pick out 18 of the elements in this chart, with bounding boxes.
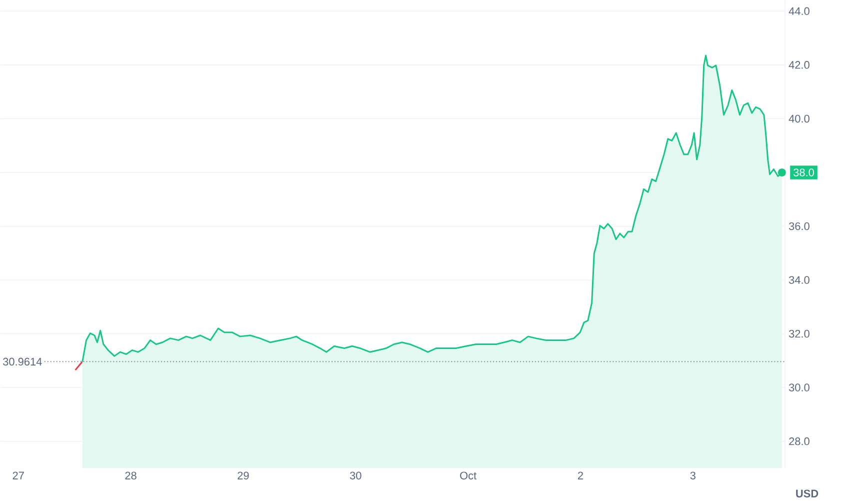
y-tick-label: 32.0 — [788, 330, 810, 338]
x-tick-label: 30 — [350, 472, 362, 480]
y-tick-label: 34.0 — [788, 276, 810, 284]
x-tick-label: Oct — [460, 472, 477, 480]
x-tick-label: 2 — [578, 472, 583, 480]
y-axis-title: USD — [796, 490, 818, 498]
y-tick-label: 36.0 — [788, 222, 810, 230]
x-tick-label: 28 — [125, 472, 136, 480]
x-tick-label: 3 — [690, 472, 696, 480]
y-tick-label: 44.0 — [788, 7, 810, 15]
y-tick-label: 30.0 — [788, 384, 810, 392]
ref-line-label: 30.9614 — [3, 358, 42, 366]
annotation: 38.0 — [794, 168, 814, 176]
x-tick-label: 27 — [12, 472, 24, 480]
y-tick-label: 42.0 — [788, 60, 810, 69]
y-tick-label: 28.0 — [789, 437, 810, 446]
x-tick-label: 29 — [238, 472, 249, 480]
y-tick-label: 40.0 — [788, 114, 810, 122]
